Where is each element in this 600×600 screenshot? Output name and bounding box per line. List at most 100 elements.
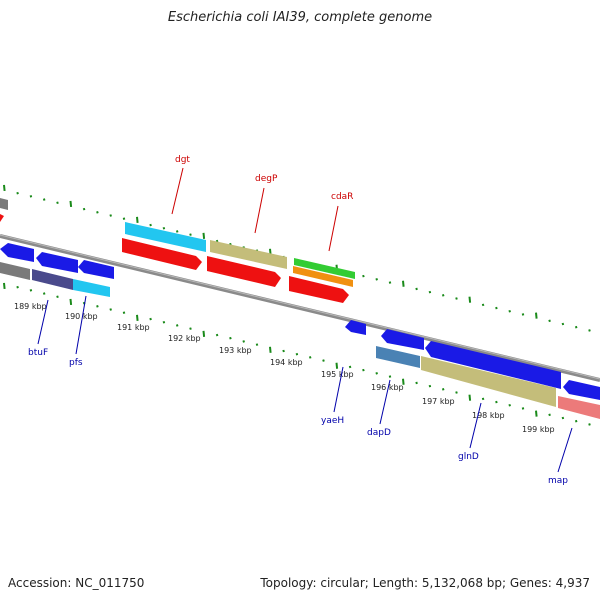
tick-mark: [56, 201, 59, 205]
kbp-tick-label: 190 kbp: [65, 312, 98, 321]
tick-mark: [16, 285, 19, 289]
genome-title: Escherichia coli IAI39, complete genome: [167, 10, 433, 25]
gene-label-leader: [171, 167, 184, 215]
tick-mark: [29, 289, 33, 292]
tick-mark: [548, 319, 551, 323]
tick-mark: [481, 303, 485, 307]
tick-mark: [282, 349, 285, 353]
feature-arrow[interactable]: [122, 238, 202, 270]
tick-mark: [56, 295, 59, 299]
tick-mark: [82, 207, 86, 211]
tick-mark: [561, 322, 565, 326]
tick-mark: [388, 281, 392, 284]
tick-mark: [495, 306, 498, 310]
gene-label[interactable]: btuF: [28, 348, 48, 358]
genome-backbone: [0, 234, 600, 382]
feature-block[interactable]: [0, 198, 8, 210]
tick-mark: [415, 381, 418, 385]
gene-label-leader: [469, 402, 482, 449]
feature-arrow[interactable]: [345, 320, 366, 335]
tick-mark: [149, 317, 152, 321]
gene-label[interactable]: glnD: [458, 452, 479, 462]
tick-mark: [428, 290, 432, 294]
tick-mark: [508, 309, 511, 313]
feature-block[interactable]: [376, 346, 420, 368]
feature-arrow[interactable]: [381, 329, 424, 350]
feature-block[interactable]: [294, 258, 355, 279]
tick-mark: [468, 296, 472, 303]
feature-block[interactable]: [210, 240, 287, 269]
gene-label[interactable]: dgt: [175, 155, 190, 165]
gene-label[interactable]: yaeH: [321, 416, 344, 426]
tick-mark: [574, 325, 578, 329]
tick-mark: [375, 278, 378, 281]
tick-mark: [162, 226, 166, 230]
gene-label[interactable]: cdaR: [331, 192, 353, 202]
tick-mark: [69, 298, 73, 306]
tick-mark: [335, 362, 339, 369]
gene-label-leader: [37, 299, 49, 345]
kbp-label-group: 189 kbp 190 kbp 191 kbp 192 kbp 193 kbp 194 k…: [14, 302, 555, 434]
tick-mark: [109, 214, 112, 217]
feature-arrow[interactable]: [0, 214, 4, 222]
tick-mark: [3, 184, 6, 192]
tick-mark: [136, 314, 139, 321]
tick-mark: [122, 217, 126, 220]
gene-label-leader: [333, 366, 344, 413]
feature-block[interactable]: [125, 222, 206, 252]
feature-track-bottom: [0, 243, 600, 419]
feature-arrow[interactable]: [425, 341, 561, 389]
tick-mark: [535, 410, 538, 417]
feature-arrow[interactable]: [36, 252, 78, 273]
feature-arrow[interactable]: [207, 256, 281, 287]
tick-mark: [495, 400, 498, 404]
tick-mark: [215, 333, 219, 337]
tick-mark: [96, 211, 99, 214]
tick-mark: [455, 391, 458, 394]
kbp-tick-label: 192 kbp: [168, 334, 201, 343]
gene-label[interactable]: pfs: [69, 358, 83, 368]
feature-block[interactable]: [558, 396, 600, 419]
feature-arrow[interactable]: [289, 276, 349, 303]
tick-mark: [322, 359, 325, 362]
gene-label[interactable]: map: [548, 476, 568, 486]
tick-mark: [348, 365, 352, 369]
tick-mark: [535, 312, 538, 319]
tick-mark: [308, 356, 312, 359]
tick-mark: [362, 368, 365, 372]
topology-text: Topology: circular; Length: 5,132,068 bp…: [260, 576, 590, 590]
feature-arrow[interactable]: [0, 243, 34, 262]
gene-label[interactable]: degP: [255, 174, 278, 184]
feature-block[interactable]: [32, 269, 73, 290]
tick-mark: [362, 274, 365, 278]
tick-mark: [548, 413, 551, 417]
feature-block[interactable]: [293, 266, 353, 287]
tick-mark: [29, 195, 33, 198]
tick-mark: [242, 340, 245, 343]
tick-mark: [136, 216, 139, 223]
tick-mark: [441, 294, 445, 297]
kbp-tick-label: 199 kbp: [522, 425, 555, 434]
feature-block[interactable]: [421, 356, 556, 407]
tick-mark: [455, 297, 458, 300]
tick-mark: [521, 407, 525, 410]
tick-mark: [388, 375, 392, 378]
feature-arrow[interactable]: [563, 380, 600, 400]
gene-label[interactable]: dapD: [367, 428, 391, 438]
tick-mark: [122, 311, 126, 314]
kbp-tick-label: 191 kbp: [117, 323, 150, 332]
feature-block[interactable]: [0, 262, 30, 280]
tick-mark: [149, 223, 152, 227]
feature-arrow[interactable]: [78, 260, 114, 279]
tick-mark: [162, 320, 166, 324]
tick-mark: [202, 330, 206, 337]
tick-mark: [481, 397, 485, 401]
tick-mark: [175, 324, 179, 327]
tick-mark: [255, 343, 259, 346]
tick-mark: [16, 191, 19, 195]
kbp-tick-label: 195 kbp: [321, 370, 354, 379]
tick-mark: [3, 282, 6, 290]
kbp-tick-label: 193 kbp: [219, 346, 252, 355]
feature-block[interactable]: [73, 279, 110, 297]
feature-track-top: [0, 198, 355, 303]
